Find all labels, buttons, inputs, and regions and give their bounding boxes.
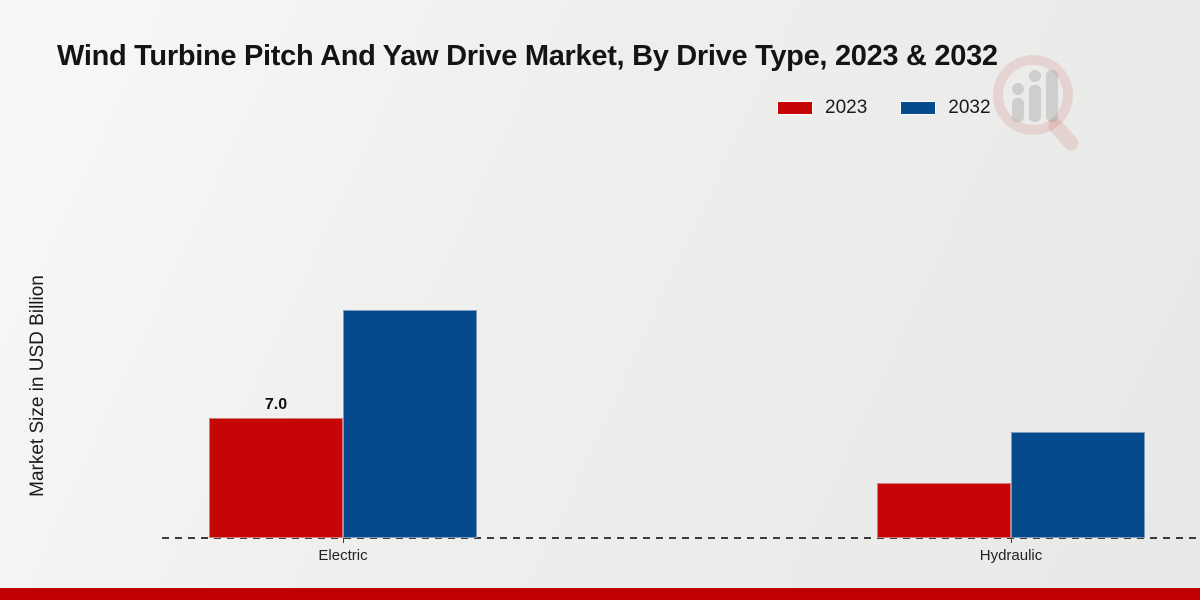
chart-title: Wind Turbine Pitch And Yaw Drive Market,…: [57, 40, 998, 72]
bar-electric-2032: [343, 310, 477, 538]
legend-item-2032: 2032: [901, 97, 991, 119]
legend-label-2023: 2023: [825, 97, 868, 118]
x-axis-tick: [343, 538, 344, 543]
legend-item-2023: 2023: [778, 97, 867, 119]
footer-accent-bar: [0, 588, 1200, 600]
magnifier-barchart-icon: [993, 55, 1079, 151]
category-label-electric: Electric: [318, 547, 368, 564]
brand-watermark-logo: [988, 52, 1083, 154]
x-axis-baseline: [162, 537, 1197, 539]
legend-swatch-2023-icon: [778, 102, 812, 114]
legend: 2023 2032: [778, 97, 991, 119]
legend-label-2032: 2032: [948, 97, 991, 118]
legend-swatch-2032-icon: [901, 102, 936, 114]
category-label-hydraulic: Hydraulic: [979, 547, 1043, 564]
bar-electric-2023: [209, 418, 343, 538]
data-label-electric-2023: 7.0: [264, 396, 288, 413]
bar-hydraulic-2032: [1011, 432, 1145, 538]
x-axis-tick: [1011, 538, 1012, 543]
bar-hydraulic-2023: [877, 483, 1011, 538]
